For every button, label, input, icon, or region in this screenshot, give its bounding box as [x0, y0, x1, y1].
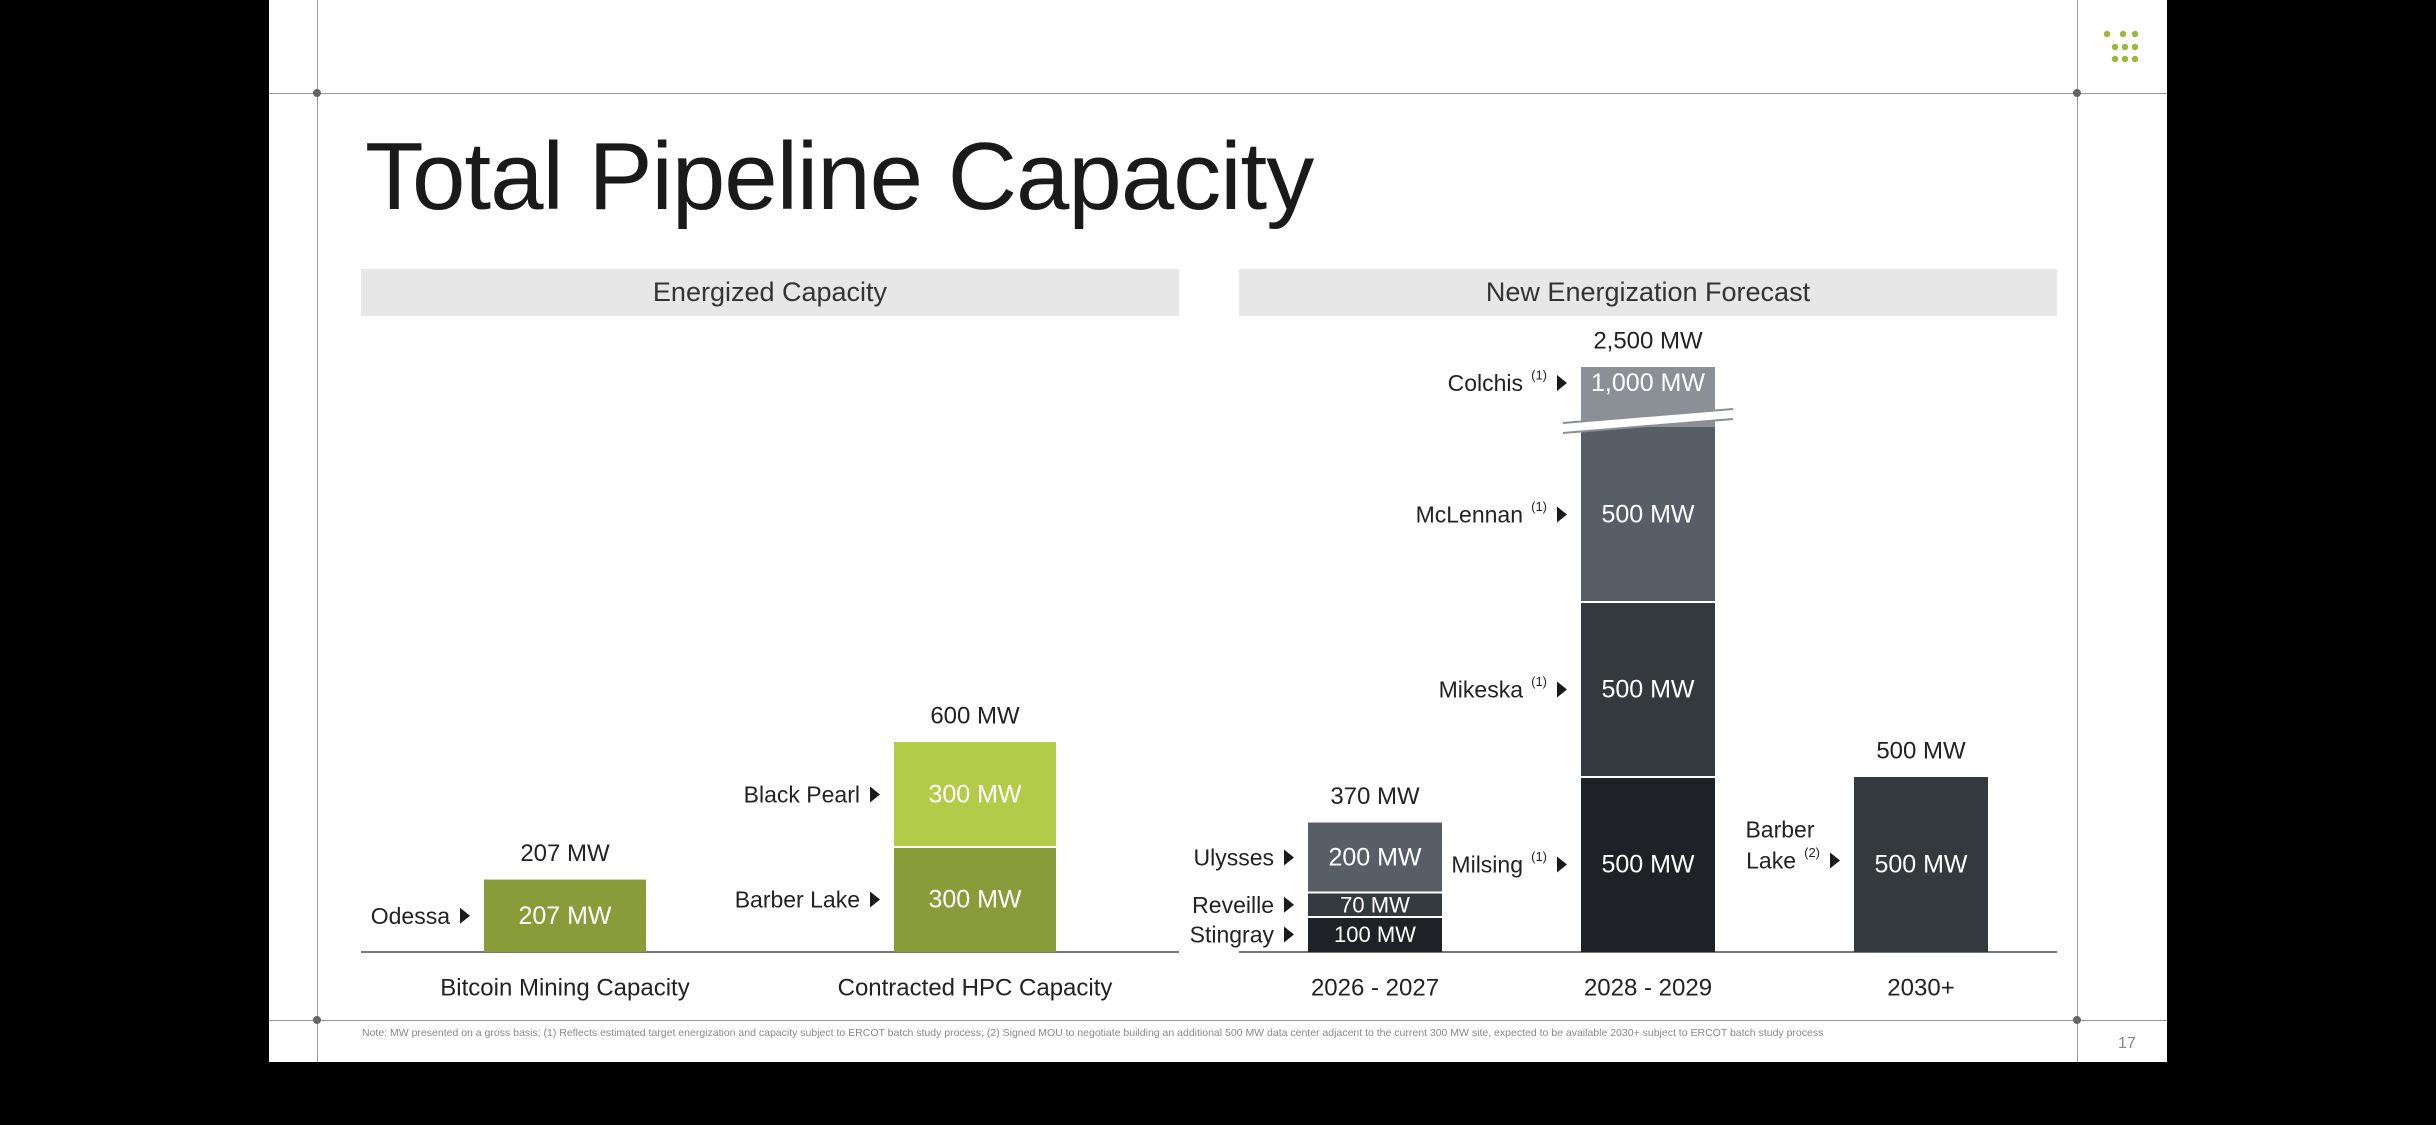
- frame-line-left: [317, 0, 318, 1062]
- site-label: (1) Colchis: [1448, 368, 1567, 396]
- site-name: Milsing: [1451, 852, 1523, 878]
- category-label: Bitcoin Mining Capacity: [440, 975, 689, 1002]
- site-name: Odessa: [371, 903, 450, 929]
- site-label: Stingray: [1190, 922, 1294, 948]
- site-name: Lake: [1746, 848, 1796, 874]
- site-name: Colchis: [1448, 370, 1523, 396]
- bar-segment: [1308, 917, 1442, 952]
- site-label: (2) Barber Lake: [1745, 817, 1840, 874]
- bar-total-label: 370 MW: [1330, 783, 1420, 810]
- site-name: Barber Lake: [735, 887, 860, 913]
- arrow-icon: [1557, 506, 1567, 523]
- footnote-marker: (1): [1531, 499, 1547, 514]
- segment-value-label: 100 MW: [1334, 922, 1416, 947]
- footnote: Note: MW presented on a gross basis; (1)…: [362, 1027, 1824, 1039]
- segment-value-label: 500 MW: [1601, 676, 1694, 704]
- frame-corner-dot: [313, 89, 321, 97]
- frame-line-bottom: [269, 1020, 2167, 1021]
- arrow-icon: [1557, 375, 1567, 391]
- page-title: Total Pipeline Capacity: [365, 123, 1314, 230]
- slide: Total Pipeline Capacity Energized Capaci…: [269, 0, 2167, 1062]
- site-name: Black Pearl: [744, 782, 860, 808]
- bar-total-label: 500 MW: [1876, 738, 1966, 765]
- panel-header-forecast: New Energization Forecast: [1239, 269, 2057, 316]
- footnote-marker: (1): [1531, 849, 1547, 864]
- axis-break-line: [1562, 408, 1734, 424]
- frame-corner-dot: [2073, 1016, 2081, 1024]
- bar-total-label: 2,500 MW: [1593, 328, 1703, 355]
- bar-segment: [894, 847, 1056, 952]
- frame-line-top: [269, 93, 2167, 94]
- bar-segment: [1854, 777, 1988, 952]
- frame-corner-dot: [2073, 89, 2081, 97]
- arrow-icon: [1284, 896, 1294, 913]
- footnote-marker: (2): [1804, 845, 1820, 860]
- site-name: Barber: [1745, 817, 1814, 843]
- category-label: 2028 - 2029: [1584, 975, 1712, 1002]
- arrow-icon: [1557, 681, 1567, 698]
- page-number: 17: [2118, 1035, 2136, 1052]
- site-name: Mikeska: [1439, 677, 1524, 703]
- segment-value-label: 1,000 MW: [1591, 369, 1705, 397]
- panel-header-energized: Energized Capacity: [361, 269, 1179, 316]
- bar-segment: [1581, 602, 1715, 777]
- arrow-icon: [460, 907, 470, 924]
- arrow-icon: [1557, 856, 1567, 873]
- site-name: Reveille: [1192, 892, 1274, 918]
- segment-value-label: 207 MW: [518, 902, 611, 930]
- dot-grid-logo-icon: [2103, 30, 2139, 63]
- segment-value-label: 500 MW: [1874, 851, 1967, 879]
- arrow-icon: [870, 891, 880, 908]
- bar-total-label: 207 MW: [520, 840, 610, 867]
- site-name: McLennan: [1416, 502, 1523, 528]
- site-label: Reveille: [1192, 892, 1294, 918]
- site-label: (1) Mikeska: [1439, 674, 1567, 703]
- bar-segment: [1308, 892, 1442, 917]
- axis-break-mark: [1563, 409, 1733, 433]
- site-name: Ulysses: [1193, 845, 1274, 871]
- frame-corner-dot: [313, 1016, 321, 1024]
- category-label: Contracted HPC Capacity: [838, 975, 1113, 1002]
- frame-line-right: [2077, 0, 2078, 1062]
- axis-break-line: [1562, 418, 1734, 434]
- segment-value-label: 200 MW: [1328, 844, 1421, 872]
- site-name: Stingray: [1190, 922, 1275, 948]
- arrow-icon: [1830, 852, 1840, 869]
- site-label: Barber Lake: [735, 887, 880, 913]
- segment-value-label: 300 MW: [928, 886, 1021, 914]
- site-label: Ulysses: [1193, 845, 1294, 871]
- segment-value-label: 500 MW: [1601, 501, 1694, 529]
- footnote-marker: (1): [1531, 674, 1547, 689]
- bar-segment: [484, 879, 646, 952]
- arrow-icon: [870, 786, 880, 803]
- arrow-icon: [1284, 926, 1294, 943]
- segment-value-label: 500 MW: [1601, 851, 1694, 879]
- site-label: Odessa: [371, 903, 470, 929]
- bar-total-label: 600 MW: [930, 703, 1020, 730]
- site-label: (1) Milsing: [1451, 849, 1567, 878]
- pipeline-capacity-chart: 207 MW Odessa 207 MW Bitcoin Mining Capacit…: [361, 328, 2057, 1002]
- segment-value-label: 300 MW: [928, 781, 1021, 809]
- category-label: 2030+: [1887, 975, 1954, 1002]
- bar-segment: [1308, 822, 1442, 893]
- site-label: (1) McLennan: [1416, 499, 1567, 528]
- site-label: Black Pearl: [744, 782, 880, 808]
- footnote-marker: (1): [1531, 368, 1547, 383]
- bar-segment: [894, 742, 1056, 847]
- segment-value-label: 70 MW: [1340, 892, 1410, 917]
- bar-segment: [1581, 777, 1715, 952]
- category-label: 2026 - 2027: [1311, 975, 1439, 1002]
- arrow-icon: [1284, 849, 1294, 866]
- bar-segment: [1581, 427, 1715, 602]
